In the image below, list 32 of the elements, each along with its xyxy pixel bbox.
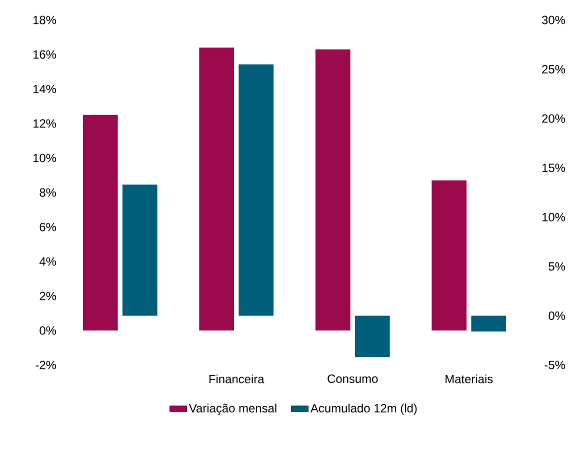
y-tick-label: 10% xyxy=(33,154,56,162)
x-tick-label: Materiais xyxy=(446,374,493,384)
y2-tick-label: 10% xyxy=(542,212,566,222)
y-tick-label: -2% xyxy=(36,360,56,370)
y-tick-label: 8% xyxy=(40,188,56,197)
y-tick-label: 12% xyxy=(33,119,56,128)
y-tick-label: 16% xyxy=(33,50,56,59)
y2-tick-label: 0% xyxy=(548,311,566,320)
y-tick-label: 18% xyxy=(33,16,56,24)
y-tick-label: 2% xyxy=(40,292,56,300)
bar xyxy=(471,316,506,332)
y2-tick-label: 20% xyxy=(542,114,566,123)
bar xyxy=(238,64,274,316)
bar xyxy=(82,114,118,330)
bar xyxy=(122,184,158,316)
y2-tick-label: -5% xyxy=(544,360,566,370)
x-tick-label: Financeira xyxy=(209,374,264,384)
y-tick-label: 0% xyxy=(40,326,56,335)
y2-tick-label: 5% xyxy=(548,262,566,271)
y2-tick-label: 30% xyxy=(542,16,566,24)
x-tick-label: Consumo xyxy=(328,374,378,383)
y2-tick-label: 15% xyxy=(542,164,566,172)
y-tick-label: 14% xyxy=(33,84,56,94)
legend-label: Acumulado 12m (ld) xyxy=(310,404,417,415)
y2-tick-label: 25% xyxy=(542,65,566,74)
bar xyxy=(315,49,350,330)
bar xyxy=(354,316,390,358)
bar xyxy=(199,48,234,330)
y-tick-label: 4% xyxy=(39,257,56,266)
legend-label: Variação mensal xyxy=(188,404,276,415)
y-tick-label: 6% xyxy=(40,222,56,232)
bar xyxy=(432,180,467,330)
